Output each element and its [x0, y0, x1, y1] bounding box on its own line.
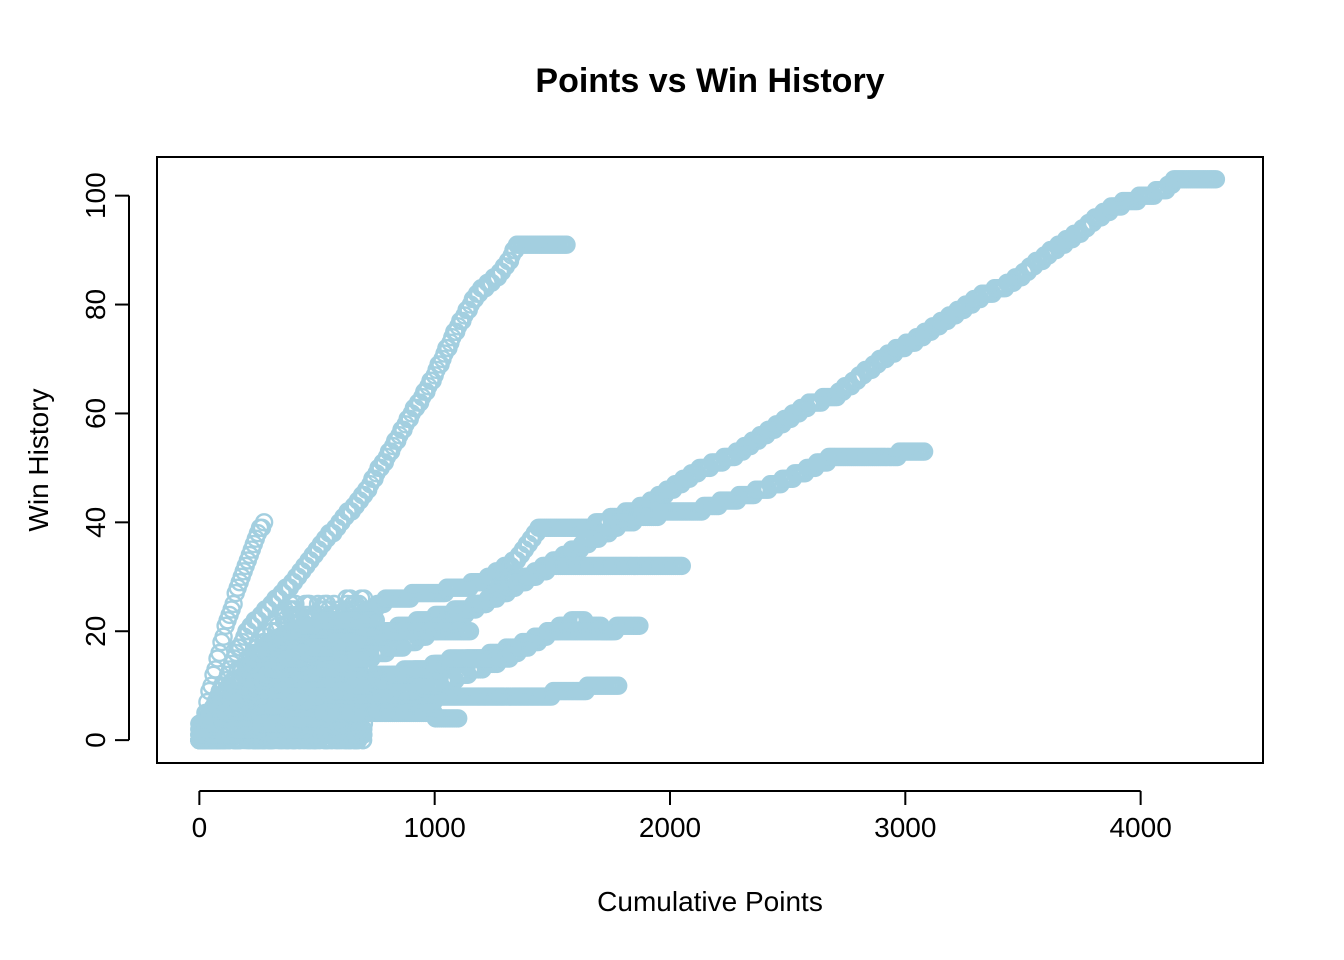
y-tick-label: 100 [80, 172, 111, 219]
data-point [254, 513, 274, 532]
data-point [449, 709, 468, 728]
data-point [672, 556, 691, 576]
x-tick-label: 4000 [1109, 812, 1171, 843]
y-axis: 0 20 40 60 80 100 [80, 172, 130, 748]
data-point [460, 622, 480, 641]
data-point [337, 589, 356, 608]
x-axis: 0 1000 2000 3000 4000 [192, 790, 1172, 843]
y-axis-label: Win History [23, 388, 54, 531]
data-point [557, 235, 576, 254]
data-point [214, 627, 233, 646]
y-tick-label: 80 [80, 289, 111, 320]
data-point [609, 676, 628, 695]
x-tick-label: 2000 [639, 812, 701, 843]
data-points [190, 170, 1226, 750]
y-tick-label: 40 [80, 507, 111, 538]
data-point [914, 442, 934, 461]
y-tick-label: 0 [80, 732, 111, 748]
data-point [1206, 170, 1226, 189]
data-point [602, 622, 621, 641]
y-tick-label: 60 [80, 398, 111, 429]
data-point [345, 730, 364, 750]
data-point [630, 616, 649, 635]
x-tick-label: 1000 [404, 812, 466, 843]
y-tick-label: 20 [80, 616, 111, 647]
data-point [282, 730, 302, 750]
data-point [224, 594, 243, 614]
data-point [285, 600, 305, 619]
x-tick-label: 0 [192, 812, 208, 843]
plot-frame [156, 156, 1264, 764]
x-tick-label: 3000 [874, 812, 936, 843]
data-point [484, 649, 503, 668]
chart-title: Points vs Win History [535, 62, 884, 100]
data-point [304, 730, 323, 750]
x-axis-label: Cumulative Points [597, 886, 823, 917]
